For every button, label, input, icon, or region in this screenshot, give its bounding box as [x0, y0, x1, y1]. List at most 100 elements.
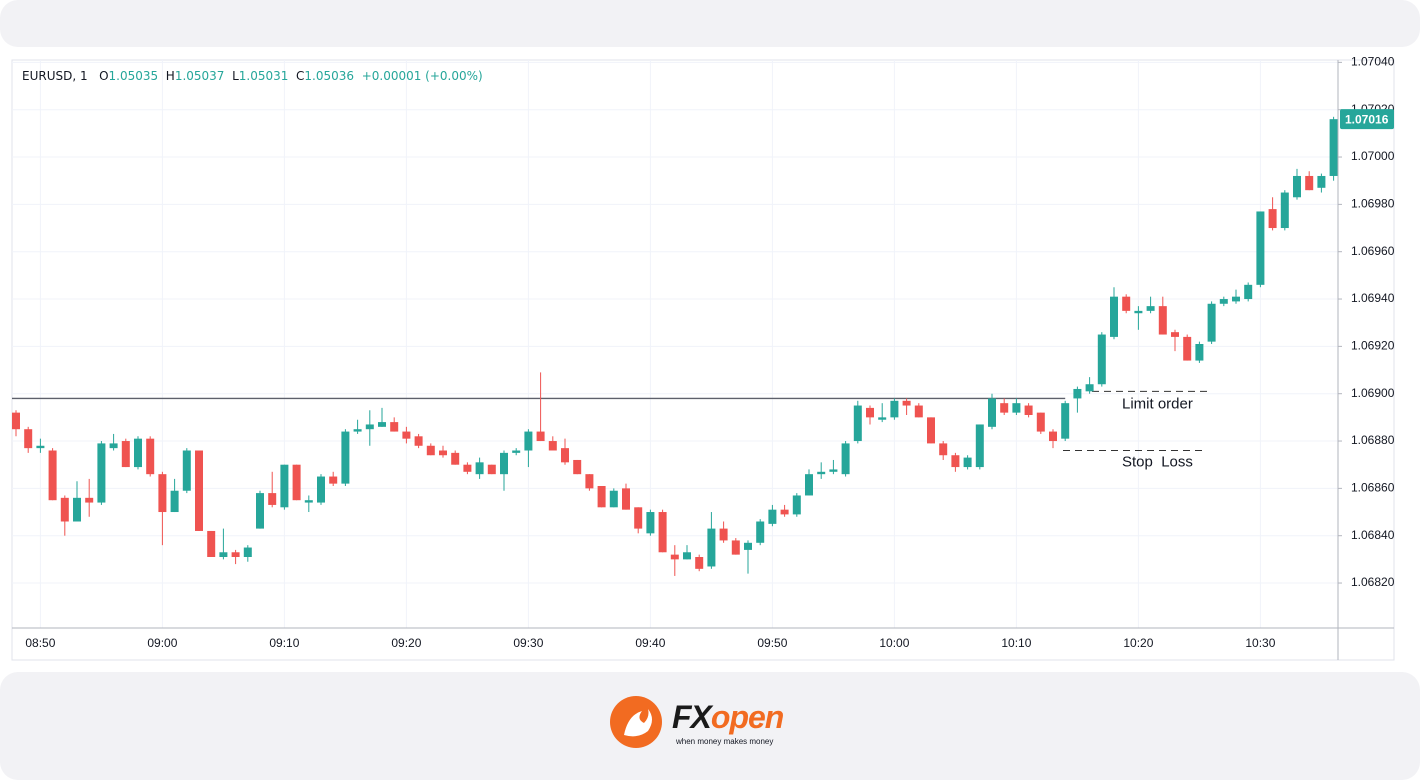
candle-body — [512, 450, 521, 453]
x-tick-label: 08:50 — [25, 636, 55, 650]
candle-body — [439, 450, 447, 456]
candle-body — [73, 497, 81, 522]
candle-body — [1110, 296, 1118, 337]
bottom-band — [0, 672, 1420, 780]
y-tick-label: 1.06960 — [1351, 244, 1395, 258]
candle-body — [487, 464, 496, 475]
candle-body — [853, 405, 862, 442]
candle-body — [829, 469, 838, 472]
top-band — [0, 0, 1420, 47]
candle-body — [1329, 119, 1338, 176]
candle-body — [1036, 412, 1045, 432]
axes: 1.06820 1.06840 1.06860 1.06880 1.06900 1.069… — [25, 55, 1394, 651]
candle-body — [951, 455, 960, 468]
candle-body — [109, 443, 118, 449]
candle-body — [1134, 310, 1143, 314]
y-tick-label: 1.06860 — [1351, 481, 1395, 495]
candle-body — [561, 448, 569, 463]
candle-body — [939, 443, 948, 456]
x-tick-label: 10:10 — [1001, 636, 1031, 650]
candle-body — [463, 464, 472, 472]
candle-body — [756, 521, 765, 543]
ohlc-value: 1.05031 — [238, 69, 289, 83]
candle-body — [24, 429, 33, 449]
candle-body — [414, 436, 423, 446]
ohlc-label: C — [296, 69, 305, 83]
x-tick-label: 09:40 — [635, 636, 665, 650]
candle-body — [536, 431, 545, 442]
candle-body — [1024, 405, 1033, 415]
candle-body — [524, 431, 533, 451]
candle-body — [1049, 431, 1057, 442]
last-price-label: 1.07016 — [1345, 112, 1389, 126]
candle-body — [36, 445, 45, 449]
candle-body — [1305, 175, 1314, 191]
candle-body — [622, 488, 630, 510]
ohlc-value: 1.05036 — [304, 69, 355, 83]
logo-brand: FXopen — [672, 699, 784, 735]
candle-body — [609, 490, 618, 508]
x-tick-label: 10:30 — [1245, 636, 1275, 650]
y-tick-label: 1.06900 — [1351, 386, 1395, 400]
logo-tagline: when money makes money — [675, 737, 773, 746]
candle-body — [182, 450, 191, 491]
candle-body — [1244, 284, 1253, 300]
y-tick-label: 1.07000 — [1351, 149, 1395, 163]
candle-body — [927, 417, 935, 444]
candle-body — [573, 459, 582, 475]
candle-body — [426, 445, 435, 456]
candle-body — [280, 464, 289, 508]
candle-body — [792, 495, 801, 515]
candle-body — [329, 476, 338, 484]
candle-body — [719, 528, 728, 541]
candle-body — [1207, 303, 1216, 342]
y-tick-label: 1.06880 — [1351, 433, 1395, 447]
logo-open: open — [711, 699, 784, 735]
candle-body — [1293, 175, 1301, 198]
candle-body — [341, 431, 350, 484]
y-tick-label: 1.06840 — [1351, 528, 1395, 542]
candle-body — [12, 412, 20, 430]
y-tick-label: 1.06920 — [1351, 339, 1395, 353]
candle-body — [170, 490, 179, 513]
symbol-header: EURUSD, 1 O1.05035 H1.05037 L1.05031 C1.… — [22, 69, 483, 83]
candle-body — [805, 474, 813, 496]
x-tick-label: 09:20 — [391, 636, 421, 650]
logo-icon-mark — [624, 709, 652, 737]
last-price-tag — [1340, 109, 1394, 130]
ohlc-value: 1.05035 — [108, 69, 159, 83]
candle-body — [1256, 211, 1265, 285]
candle-body — [317, 476, 325, 503]
candle-body — [585, 474, 594, 489]
candle-body — [1085, 384, 1094, 392]
candle-body — [670, 554, 679, 560]
candle-body — [548, 441, 557, 451]
annotation-label: Limit order — [1122, 395, 1193, 412]
plot: Limit order Stop Loss — [12, 116, 1338, 576]
candle-body — [902, 400, 911, 406]
candle-body — [646, 512, 655, 534]
candle-body — [866, 407, 874, 418]
candle-body — [1158, 306, 1167, 335]
candle-body — [195, 450, 203, 531]
ohlc-label: L — [232, 69, 239, 83]
candle-body — [768, 509, 777, 524]
candle-body — [1000, 403, 1009, 413]
y-tick-label: 1.06820 — [1351, 575, 1395, 589]
ohlc-value: 1.05037 — [174, 69, 225, 83]
candle-body — [97, 443, 106, 503]
candle-body — [1146, 306, 1155, 311]
candle-body — [292, 464, 301, 501]
candle-body — [390, 422, 399, 432]
candle-body — [658, 512, 667, 553]
y-tick-label: 1.06940 — [1351, 291, 1395, 305]
candle-body — [1097, 334, 1106, 385]
logo: FXopen when money makes money — [610, 696, 785, 748]
candle-body — [1232, 296, 1240, 302]
candle-body — [121, 441, 130, 468]
candle-body — [878, 417, 887, 420]
candle-body — [695, 557, 704, 569]
candle-body — [1073, 388, 1082, 399]
